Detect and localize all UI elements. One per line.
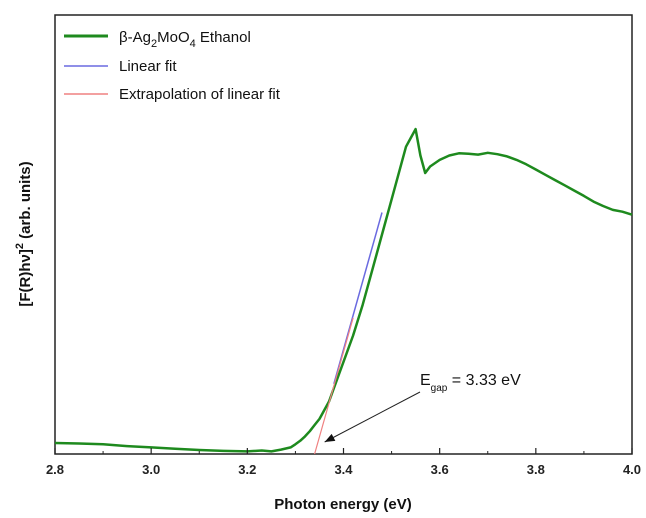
legend: β-Ag2MoO4 Ethanol Linear fit Extrapolati…: [64, 29, 281, 103]
egap-label: Egap = 3.33 eV: [420, 372, 521, 394]
x-tick-label: 3.2: [238, 462, 256, 477]
x-tick-label: 3.4: [334, 462, 353, 477]
legend-label-linear-fit: Linear fit: [119, 58, 177, 75]
series-line-ethanol: [54, 127, 633, 453]
y-axis-title: [F(R)hν]2 (arb. units): [14, 161, 34, 306]
series-line-extrapolation: [314, 317, 354, 455]
x-tick-label: 2.8: [46, 462, 64, 477]
legend-label-extrapolation: Extrapolation of linear fit: [119, 86, 281, 103]
legend-label-series: β-Ag2MoO4 Ethanol: [119, 29, 251, 50]
egap-arrow-head: [324, 433, 336, 442]
x-tick-label: 4.0: [623, 462, 641, 477]
egap-arrow-line: [324, 391, 421, 443]
x-axis-title: Photon energy (eV): [274, 496, 412, 513]
egap-annotation: Egap = 3.33 eV: [324, 372, 521, 443]
x-tick-label: 3.6: [431, 462, 449, 477]
series-layer: [54, 127, 633, 455]
x-tick-label: 3.0: [142, 462, 160, 477]
plot-frame: [54, 14, 633, 455]
plot-area: [54, 14, 633, 455]
x-tick-label: 3.8: [527, 462, 545, 477]
x-axis-ticks: 2.8 3.0 3.2 3.4 3.6 3.8 4.0: [46, 448, 641, 477]
